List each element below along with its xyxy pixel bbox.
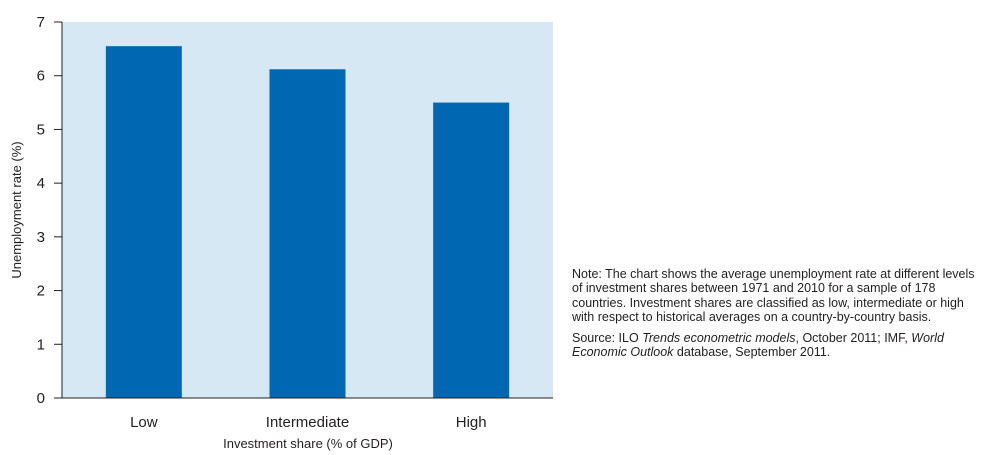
source-middle: , October 2011; IMF, — [795, 330, 912, 345]
bar-intermediate — [269, 69, 346, 399]
bar-low — [105, 46, 182, 399]
y-tick-label: 0 — [37, 390, 45, 407]
x-tick-label: High — [456, 414, 487, 431]
note-text: Note: The chart shows the average unempl… — [572, 267, 975, 325]
y-tick-label: 4 — [37, 175, 45, 192]
y-tick-label: 1 — [37, 336, 45, 353]
x-axis-label: Investment share (% of GDP) — [223, 436, 393, 451]
x-tick-label: Low — [130, 414, 158, 431]
bar-high — [433, 102, 510, 399]
y-tick-label: 6 — [37, 68, 45, 85]
y-tick-label: 5 — [37, 121, 45, 138]
x-tick-label: Intermediate — [266, 414, 349, 431]
source-title-1: Trends econometric models — [642, 330, 796, 345]
chart-note: Note: The chart shows the average unempl… — [572, 267, 982, 365]
y-tick-label: 7 — [37, 14, 45, 31]
source-title-2: World Economic Outlook — [572, 330, 944, 360]
source-suffix: database, September 2011. — [673, 345, 831, 360]
y-tick-label: 2 — [37, 283, 45, 300]
source-text: Source: ILO Trends econometric models, O… — [572, 331, 982, 360]
y-axis-label: Unemployment rate (%) — [9, 141, 24, 278]
source-prefix: Source: ILO — [572, 330, 643, 345]
y-tick-label: 3 — [37, 229, 45, 246]
bar-chart: 0 1 2 3 4 5 6 7 Low Intermediate High Unemploymen… — [9, 14, 553, 451]
